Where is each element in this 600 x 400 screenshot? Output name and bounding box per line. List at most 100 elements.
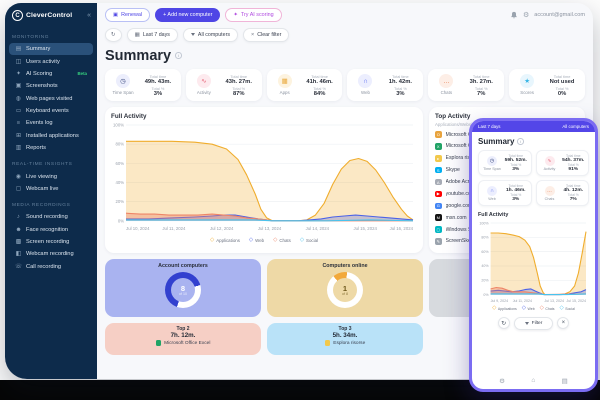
total-pct-value: 3% bbox=[153, 90, 163, 97]
legend-item-applications[interactable]: ◇ Applications bbox=[210, 237, 240, 244]
svg-text:Jul 10, 2024: Jul 10, 2024 bbox=[126, 226, 150, 231]
clock-icon: ◷ bbox=[116, 74, 130, 89]
sound-recording-icon: ♪ bbox=[17, 214, 20, 221]
sidebar-item-call-recording[interactable]: ☏ Call recording bbox=[9, 261, 93, 273]
sidebar-item-summary[interactable]: ▤ Summary bbox=[9, 43, 93, 56]
sidebar-item-installed-applications[interactable]: ⊞ Installed applications bbox=[9, 130, 93, 142]
legend-label: Applications bbox=[216, 237, 240, 243]
events-log-icon: ≡ bbox=[16, 120, 21, 127]
funnel-icon bbox=[190, 33, 195, 37]
reports-icon[interactable]: ▤ bbox=[561, 378, 568, 385]
refresh-button[interactable]: ↻ bbox=[105, 28, 122, 42]
gear-icon[interactable]: ⚙ bbox=[522, 12, 530, 19]
top-activity-item-screensketch[interactable]: ✎ ScreenSketch bbox=[435, 235, 579, 247]
sidebar-item-keyboard-events[interactable]: ▭ Keyboard events bbox=[9, 105, 93, 117]
legend-item-applications[interactable]: ◇ Applications bbox=[492, 305, 517, 312]
total-time-value: 41h. 46m. bbox=[306, 78, 333, 85]
sidebar-section-label: MEDIA RECORDINGS bbox=[12, 203, 71, 209]
legend-item-chats[interactable]: ◇ Chats bbox=[273, 237, 291, 244]
account-email[interactable]: account@gmail.com bbox=[534, 12, 585, 18]
sidebar-item-live-viewing[interactable]: ◉ Live viewing bbox=[9, 170, 93, 182]
total-time-value: 43h. 27m. bbox=[225, 78, 252, 85]
mobile-refresh-button[interactable]: ↻ bbox=[497, 317, 510, 329]
try-ai-scoring-button[interactable]: ✦ Try AI scoring bbox=[225, 8, 282, 22]
bell-icon[interactable] bbox=[510, 11, 518, 20]
legend-item-chats[interactable]: ◇ Chats bbox=[540, 305, 555, 312]
mobile-info-icon[interactable]: i bbox=[517, 138, 524, 145]
screensketch-icon: ✎ bbox=[435, 238, 442, 245]
mobile-filter-bar: Last 7 days All computers bbox=[472, 121, 595, 132]
add-new-computer-button[interactable]: + Add new computer bbox=[155, 8, 221, 22]
legend-item-web[interactable]: ◇ Web bbox=[249, 237, 264, 244]
computers-filter-label: All computers bbox=[197, 31, 230, 38]
clear-filter-button[interactable]: × Clear filter bbox=[243, 28, 290, 42]
legend-item-social[interactable]: ◇ Social bbox=[559, 305, 575, 312]
sparkle-icon: ✦ bbox=[233, 12, 238, 18]
installed-applications-icon: ⊞ bbox=[16, 132, 21, 139]
legend-item-social[interactable]: ◇ Social bbox=[300, 237, 318, 244]
total-time-value: 1h. 42m. bbox=[388, 78, 412, 85]
top-activity-label: Esplora risorse bbox=[445, 155, 481, 162]
top-activity-item-youtube-com[interactable]: ▶ youtube.com bbox=[435, 188, 579, 200]
stat-name: Web bbox=[361, 89, 370, 95]
sidebar-item-face-recognition[interactable]: ☻ Face recognition bbox=[9, 224, 93, 236]
settings-icon[interactable]: ⚙ bbox=[499, 378, 505, 385]
sidebar-item-label: Screenshots bbox=[26, 83, 58, 90]
stat-values: Total time 54h. 37m. Total % 91% bbox=[561, 154, 587, 172]
total-time-label: Total time bbox=[472, 73, 490, 79]
top-activity-item-esplora-risorse[interactable]: ▸ Esplora risorse bbox=[435, 152, 579, 164]
stat-icon-block: ★ Scores bbox=[512, 74, 542, 95]
activity-chart-icon: ∿ bbox=[544, 155, 555, 166]
sidebar-item-webcam-live[interactable]: ▢ Webcam live bbox=[9, 183, 93, 195]
sidebar-item-events-log[interactable]: ≡ Events log bbox=[9, 117, 93, 129]
sidebar-item-reports[interactable]: ▥ Reports bbox=[9, 142, 93, 154]
sidebar-collapse-icon[interactable]: « bbox=[87, 12, 91, 19]
top-activity-item-adobe-acrobat[interactable]: A Adobe Acrobat bbox=[435, 176, 579, 188]
sidebar-item-web-pages-visited[interactable]: ◍ Web pages visited bbox=[9, 93, 93, 105]
sidebar-item-screen-recording[interactable]: ▩ Screen recording bbox=[9, 236, 93, 248]
sidebar-item-ai-scoring[interactable]: ✦ AI Scoring Beta bbox=[9, 68, 93, 80]
reports-icon: ▥ bbox=[15, 145, 22, 152]
summary-icon: ▤ bbox=[15, 46, 22, 53]
date-range-filter[interactable]: ▦ Last 7 days bbox=[126, 28, 178, 42]
mobile-date-range[interactable]: Last 7 days bbox=[478, 124, 501, 129]
chat-bubble-icon: … bbox=[544, 185, 555, 196]
sidebar-item-screenshots[interactable]: ▣ Screenshots bbox=[9, 80, 93, 92]
sidebar-item-sound-recording[interactable]: ♪ Sound recording bbox=[9, 211, 93, 223]
mobile-chart-legend: ◇ Applications ◇ Web ◇ Chats ◇ Social bbox=[478, 305, 589, 312]
stat-card-activity: ∿ Activity Total time 43h. 27m. Total % 87% bbox=[185, 68, 262, 101]
wifi-icon: ∩ bbox=[358, 74, 373, 89]
info-icon[interactable]: i bbox=[175, 52, 182, 59]
mobile-clear-button[interactable]: × bbox=[557, 317, 570, 329]
top-activity-item-windows-shell[interactable]: ◻ Windows Shell bbox=[435, 224, 579, 236]
total-time-label: Total time bbox=[230, 73, 248, 79]
excel-icon bbox=[155, 340, 162, 346]
legend-item-web[interactable]: ◇ Web bbox=[522, 305, 535, 312]
total-pct-label: Total % bbox=[232, 85, 246, 91]
home-icon[interactable]: ⌂ bbox=[531, 377, 536, 384]
total-time-label: Total time bbox=[149, 73, 167, 79]
sidebar-item-users-activity[interactable]: ◫ Users activity bbox=[9, 55, 93, 67]
computers-online-value: 1 bbox=[342, 283, 348, 293]
screenshots-icon: ▣ bbox=[15, 83, 22, 90]
total-pct-label: Total % bbox=[151, 85, 165, 91]
mobile-computers-filter[interactable]: All computers bbox=[562, 124, 589, 129]
top-activity-item-microsoft-office[interactable]: X Microsoft Office bbox=[435, 140, 579, 152]
webcam-live-icon: ▢ bbox=[15, 185, 22, 192]
mobile-filter-button[interactable]: Filter bbox=[513, 316, 554, 330]
renewal-button[interactable]: ▣ Renewal bbox=[105, 8, 151, 22]
legend-marker-icon: ◇ bbox=[559, 305, 564, 311]
top-activity-item-microsoft-office[interactable]: O Microsoft Office bbox=[435, 129, 579, 141]
svg-text:Jul 12, 2024: Jul 12, 2024 bbox=[210, 226, 234, 231]
windows-shell-icon: ◻ bbox=[435, 226, 442, 233]
svg-text:80%: 80% bbox=[115, 141, 124, 146]
stat-values: Total time 41h. 46m. Total % 84% bbox=[300, 73, 340, 97]
computers-filter[interactable]: All computers bbox=[182, 28, 238, 42]
top-activity-item-skype[interactable]: S Skype bbox=[435, 164, 579, 176]
stat-icon-block: ◷ Time Span bbox=[481, 155, 503, 171]
total-time-value: 1h. 46m. bbox=[505, 188, 526, 193]
stat-icon-block: ∩ Web bbox=[350, 74, 380, 95]
sidebar-item-webcam-recording[interactable]: ◧ Webcam recording bbox=[9, 248, 93, 260]
